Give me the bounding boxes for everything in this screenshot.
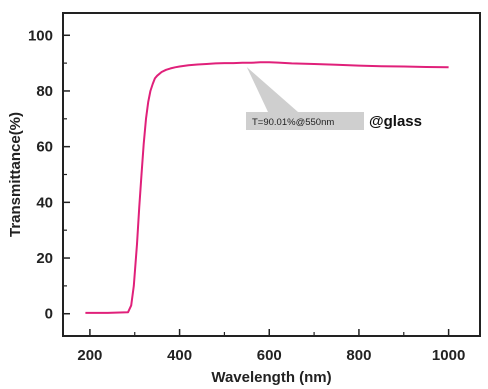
- x-tick-label: 400: [167, 347, 192, 364]
- x-tick-label: 600: [257, 347, 282, 364]
- series-layer: [85, 61, 449, 314]
- x-tick-label: 200: [77, 347, 102, 364]
- x-axis-title: Wavelength (nm): [211, 369, 331, 386]
- ticks-layer: 200 400 600 800 1000 0 20 40 60 80 100: [28, 27, 465, 364]
- y-tick-label: 80: [36, 83, 53, 100]
- x-tick-label: 800: [346, 347, 371, 364]
- x-tick-label: 1000: [432, 347, 465, 364]
- y-tick-label: 20: [36, 250, 53, 267]
- annotation-layer: T=90.01%@550nm @glass: [246, 67, 422, 130]
- glass-label: @glass: [369, 113, 422, 130]
- transmittance-line: [85, 61, 449, 314]
- annotation-box: [246, 112, 364, 130]
- y-axis-title: Transmittance(%): [7, 112, 24, 237]
- plot-frame: [62, 12, 481, 337]
- annotation-callout-pointer: [246, 67, 298, 112]
- y-tick-label: 0: [45, 306, 53, 323]
- annotation-text: T=90.01%@550nm: [252, 117, 334, 128]
- y-tick-label: 60: [36, 139, 53, 156]
- y-tick-label: 100: [28, 27, 53, 44]
- y-tick-label: 40: [36, 194, 53, 211]
